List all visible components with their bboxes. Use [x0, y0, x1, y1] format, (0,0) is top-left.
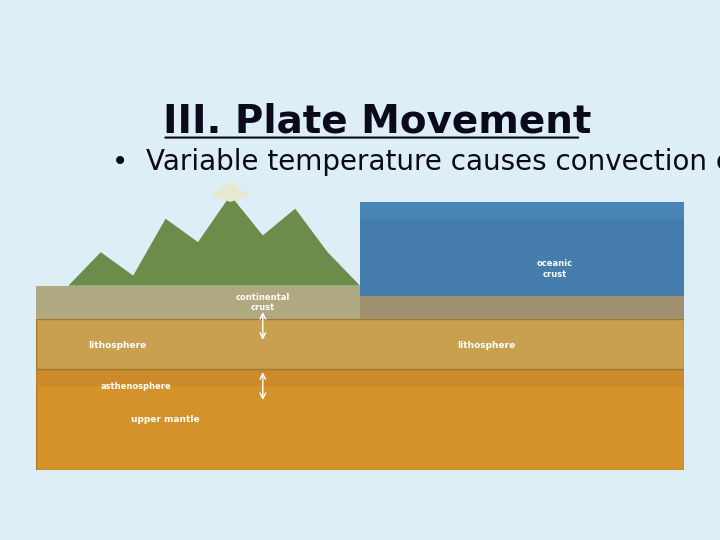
Polygon shape	[36, 353, 684, 386]
Text: lithosphere: lithosphere	[457, 341, 516, 350]
Text: oceanic
crust: oceanic crust	[536, 259, 572, 279]
Text: asthenosphere: asthenosphere	[101, 382, 171, 390]
Polygon shape	[360, 202, 684, 219]
Text: •  Variable temperature causes convection currents: • Variable temperature causes convection…	[112, 148, 720, 176]
Polygon shape	[360, 296, 684, 319]
Text: See pages 520 - 522: See pages 520 - 522	[445, 421, 631, 439]
Text: continental
crust: continental crust	[235, 293, 290, 312]
Text: (c) McGraw Hill Ryerson 2007: (c) McGraw Hill Ryerson 2007	[107, 455, 292, 468]
Polygon shape	[36, 369, 684, 470]
Polygon shape	[211, 182, 250, 202]
Text: III. Plate Movement: III. Plate Movement	[163, 102, 591, 140]
Text: upper mantle: upper mantle	[131, 415, 200, 424]
Polygon shape	[36, 195, 360, 286]
Text: lithosphere: lithosphere	[88, 341, 146, 350]
Polygon shape	[36, 319, 684, 369]
Polygon shape	[36, 286, 360, 319]
Polygon shape	[360, 202, 684, 319]
